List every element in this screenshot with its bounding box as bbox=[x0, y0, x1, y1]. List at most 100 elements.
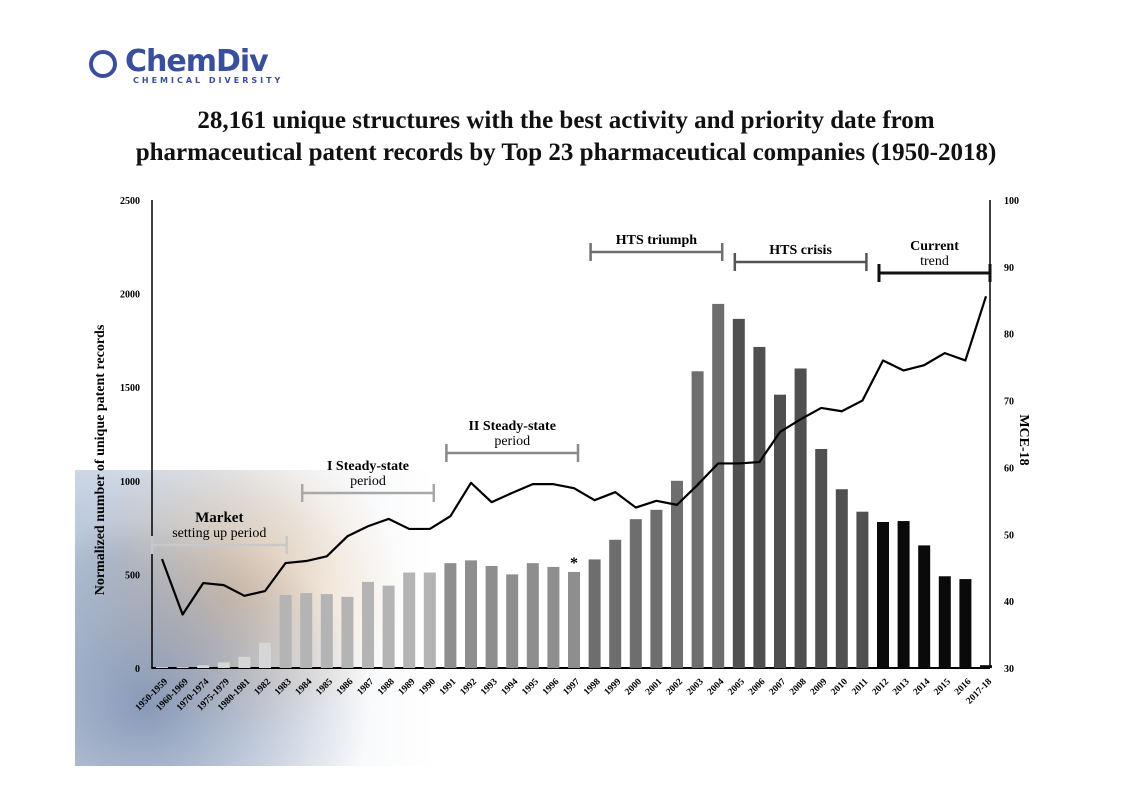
left-tick-label: 1500 bbox=[120, 383, 140, 394]
x-tick-label: 2009 bbox=[809, 677, 830, 698]
bar-2009 bbox=[815, 448, 828, 668]
right-tick-label: 30 bbox=[1004, 664, 1014, 675]
bar-1988 bbox=[382, 585, 395, 668]
x-tick-label: 1992 bbox=[459, 677, 480, 698]
chart-title-line2: pharmaceutical patent records by Top 23 … bbox=[135, 139, 997, 166]
period-label-line2: period bbox=[350, 474, 386, 489]
bar-1990 bbox=[423, 572, 436, 668]
x-tick-label: 2007 bbox=[768, 677, 789, 698]
x-tick-label: 2004 bbox=[706, 677, 727, 698]
x-tick-label: 2001 bbox=[644, 677, 665, 698]
x-tick-label: 1991 bbox=[438, 677, 459, 698]
x-tick-label: 2003 bbox=[685, 677, 706, 698]
x-tick-label: 2014 bbox=[912, 677, 933, 698]
bar-1998 bbox=[588, 559, 601, 668]
left-tick-label: 2000 bbox=[120, 290, 140, 301]
bar-1975-1979 bbox=[217, 662, 230, 668]
x-tick-label: 2008 bbox=[788, 677, 809, 698]
bar-1950-1959 bbox=[156, 667, 168, 668]
left-tick-label: 1000 bbox=[120, 477, 140, 488]
right-tick-label: 40 bbox=[1004, 597, 1014, 608]
period-label: Market bbox=[195, 510, 243, 526]
bar-1970-1974 bbox=[197, 665, 210, 668]
bar-1991 bbox=[444, 563, 457, 668]
bar-1996 bbox=[547, 566, 560, 668]
x-tick-label: 2011 bbox=[850, 677, 870, 697]
bar-1992 bbox=[465, 560, 477, 668]
period-label: HTS triumph bbox=[616, 233, 698, 248]
period-label: HTS crisis bbox=[769, 243, 832, 258]
x-tick-label: 1993 bbox=[479, 677, 500, 698]
x-tick-label: 1988 bbox=[376, 677, 397, 698]
bar-2016 bbox=[959, 579, 972, 668]
right-tick-label: 100 bbox=[1004, 196, 1019, 207]
bar-2000 bbox=[629, 519, 642, 668]
right-tick-label: 50 bbox=[1004, 530, 1014, 541]
x-tick-label: 2005 bbox=[726, 677, 747, 698]
period-label: I Steady-state bbox=[327, 459, 409, 474]
x-tick-label: 2012 bbox=[871, 677, 892, 698]
x-tick-label: 2015 bbox=[932, 677, 953, 698]
bar-2011 bbox=[856, 511, 869, 668]
right-tick-label: 60 bbox=[1004, 463, 1014, 474]
bar-2008 bbox=[794, 368, 807, 668]
logo-tagline: CHEMICAL DIVERSITY bbox=[133, 76, 284, 85]
right-tick-label: 70 bbox=[1004, 397, 1014, 408]
bar-2002 bbox=[671, 480, 683, 668]
bar-1987 bbox=[362, 581, 374, 668]
bar-1983 bbox=[279, 594, 292, 668]
x-tick-label: 1995 bbox=[520, 677, 541, 698]
bar-1994 bbox=[506, 574, 519, 668]
bar-2004 bbox=[712, 303, 725, 668]
x-tick-label: 2013 bbox=[891, 677, 912, 698]
bar-2003 bbox=[691, 371, 704, 668]
x-tick-label: 1983 bbox=[273, 677, 294, 698]
x-tick-label: 1986 bbox=[335, 677, 356, 698]
bar-2006 bbox=[753, 346, 766, 668]
x-tick-label: 1984 bbox=[294, 677, 315, 698]
mce18-line bbox=[160, 295, 988, 616]
x-tick-label: 1990 bbox=[417, 677, 438, 698]
star-marker: * bbox=[570, 555, 578, 572]
chemdiv-logo: ChemDiv CHEMICAL DIVERSITY bbox=[85, 42, 305, 92]
period-label: II Steady-state bbox=[468, 419, 556, 434]
y2-axis-label: MCE-18 bbox=[1016, 414, 1031, 465]
period-label: Current bbox=[910, 239, 959, 254]
y-axis-label: Normalized number of unique patent recor… bbox=[93, 324, 108, 595]
right-tick-label: 90 bbox=[1004, 263, 1014, 274]
bar-2005 bbox=[732, 318, 745, 668]
left-tick-label: 2500 bbox=[120, 196, 140, 207]
bar-1997 bbox=[568, 571, 580, 668]
bar-1989 bbox=[403, 572, 416, 668]
bar-1985 bbox=[320, 594, 333, 668]
period-label-line2: trend bbox=[920, 254, 949, 269]
bar-2013 bbox=[897, 521, 910, 668]
bar-1999 bbox=[609, 539, 622, 668]
bar-1984 bbox=[300, 593, 313, 668]
bar-2017-18 bbox=[980, 665, 992, 668]
bar-1982 bbox=[259, 642, 271, 668]
period-label-line2: period bbox=[494, 434, 530, 449]
x-tick-label: 1996 bbox=[541, 677, 562, 698]
x-tick-label: 2006 bbox=[747, 677, 768, 698]
bar-2010 bbox=[835, 489, 848, 668]
bar-2012 bbox=[877, 521, 889, 668]
x-tick-label: 1998 bbox=[582, 677, 603, 698]
x-tick-label: 1994 bbox=[500, 677, 521, 698]
bar-1980-1981 bbox=[238, 656, 251, 668]
background-photo bbox=[75, 470, 435, 766]
bar-2007 bbox=[774, 394, 786, 668]
x-tick-label: 1997 bbox=[562, 677, 583, 698]
bar-1986 bbox=[341, 596, 354, 668]
bar-2014 bbox=[918, 545, 931, 668]
right-tick-label: 80 bbox=[1004, 330, 1014, 341]
chart-title-line1: 28,161 unique structures with the best a… bbox=[197, 107, 935, 134]
x-tick-label: 1987 bbox=[356, 677, 377, 698]
bar-1995 bbox=[526, 563, 539, 668]
x-tick-label: 1989 bbox=[397, 677, 418, 698]
left-tick-label: 500 bbox=[125, 570, 140, 581]
bar-1960-1969 bbox=[176, 667, 189, 668]
period-label-line2: setting up period bbox=[172, 526, 266, 541]
bar-2001 bbox=[650, 509, 663, 668]
